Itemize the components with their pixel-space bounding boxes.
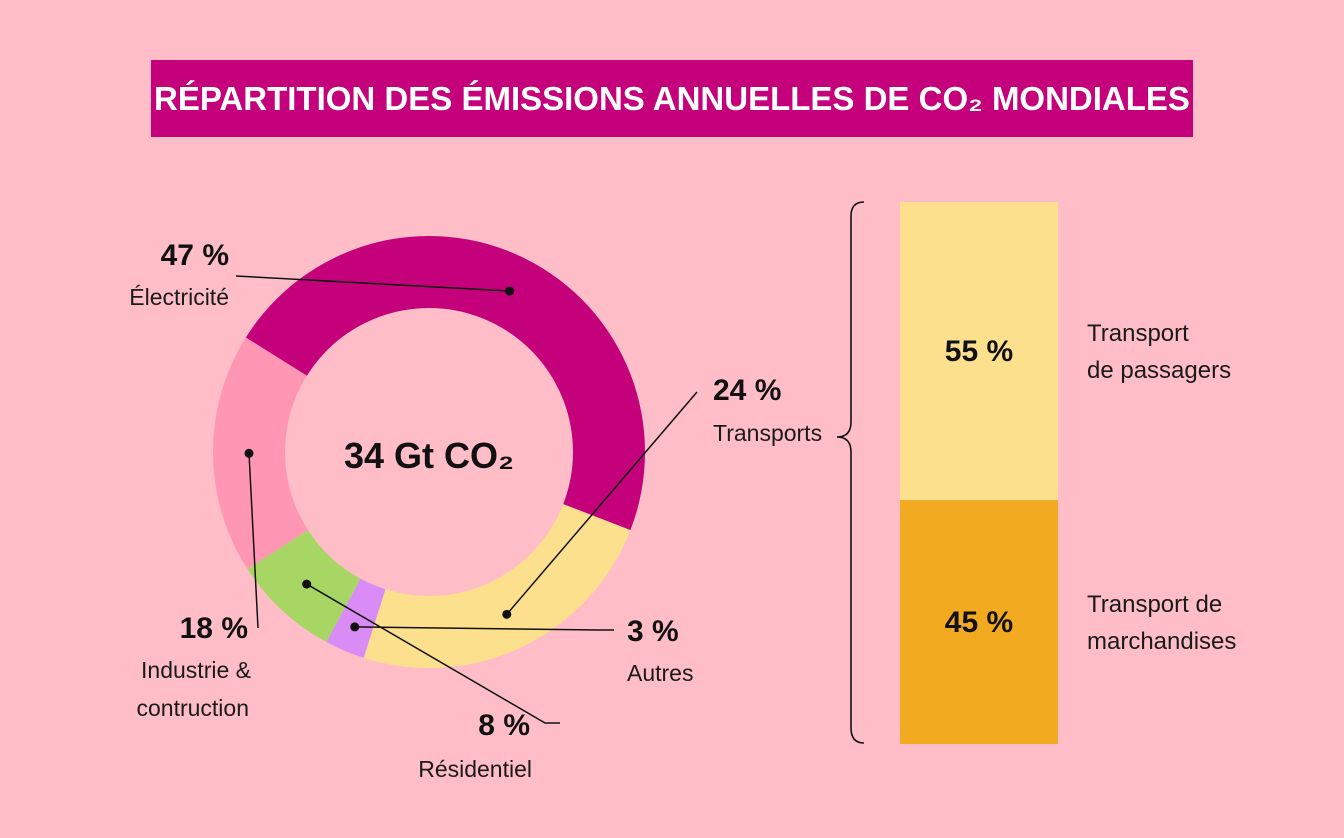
chart-title-banner: RÉPARTITION DES ÉMISSIONS ANNUELLES DE C… [151, 60, 1193, 137]
slice-percent-autres: 3 % [627, 615, 679, 648]
bar-segment-percent-transport-de-marchandises: 45 % [945, 606, 1013, 639]
transport-brace [836, 201, 865, 744]
donut-callouts: 47 % Électricité 24 % Transports 3 % Autres 8 … [129, 239, 822, 782]
slice-label-transports: Transports [713, 420, 822, 446]
donut-slice-industrie-contruction [213, 337, 308, 570]
bar-segment-label-transport-de-marchandises: marchandises [1087, 628, 1236, 655]
leader-line-residentiel [306, 583, 560, 724]
leader-line-transports [506, 391, 698, 615]
bar-segment-transport-de-marchandises [900, 500, 1058, 744]
donut-center-label: 34 Gt CO₂ [344, 435, 514, 476]
bar-segment-percent-transport-de-passagers: 55 % [945, 335, 1013, 368]
donut-slice-autres [326, 578, 386, 658]
transport-stacked-bar: 55 % Transport de passagers 45 % Transport d… [900, 202, 1236, 744]
leader-line-electricite [235, 275, 510, 292]
slice-label-industrie-contruction: contruction [136, 695, 249, 721]
leader-dot-residentiel [302, 579, 312, 589]
donut-slice-electricite [245, 235, 646, 531]
slice-percent-electricite: 47 % [161, 239, 229, 272]
donut-slice-transports [363, 504, 631, 668]
bar-segment-label-transport-de-passagers: de passagers [1087, 357, 1231, 384]
leader-line-industrie-contruction [248, 453, 259, 629]
slice-percent-transports: 24 % [713, 374, 781, 407]
slice-label-residentiel: Résidentiel [418, 756, 532, 782]
leader-line-autres [354, 626, 614, 631]
bar-segment-transport-de-passagers [900, 202, 1058, 501]
bar-segment-label-transport-de-marchandises: Transport de [1087, 591, 1222, 618]
bar-segment-label-transport-de-passagers: Transport [1087, 320, 1189, 347]
slice-label-autres: Autres [627, 660, 693, 686]
leader-dot-industrie-contruction [244, 448, 254, 458]
leader-dot-transports [502, 609, 512, 619]
chart-title: RÉPARTITION DES ÉMISSIONS ANNUELLES DE C… [154, 79, 1190, 117]
slice-label-industrie-contruction: Industrie & [141, 657, 251, 683]
leader-dot-electricite [505, 286, 515, 296]
leader-dot-autres [350, 622, 360, 632]
slice-percent-residentiel: 8 % [478, 709, 530, 742]
slice-label-electricite: Électricité [129, 284, 229, 310]
slice-percent-industrie-contruction: 18 % [180, 612, 248, 645]
